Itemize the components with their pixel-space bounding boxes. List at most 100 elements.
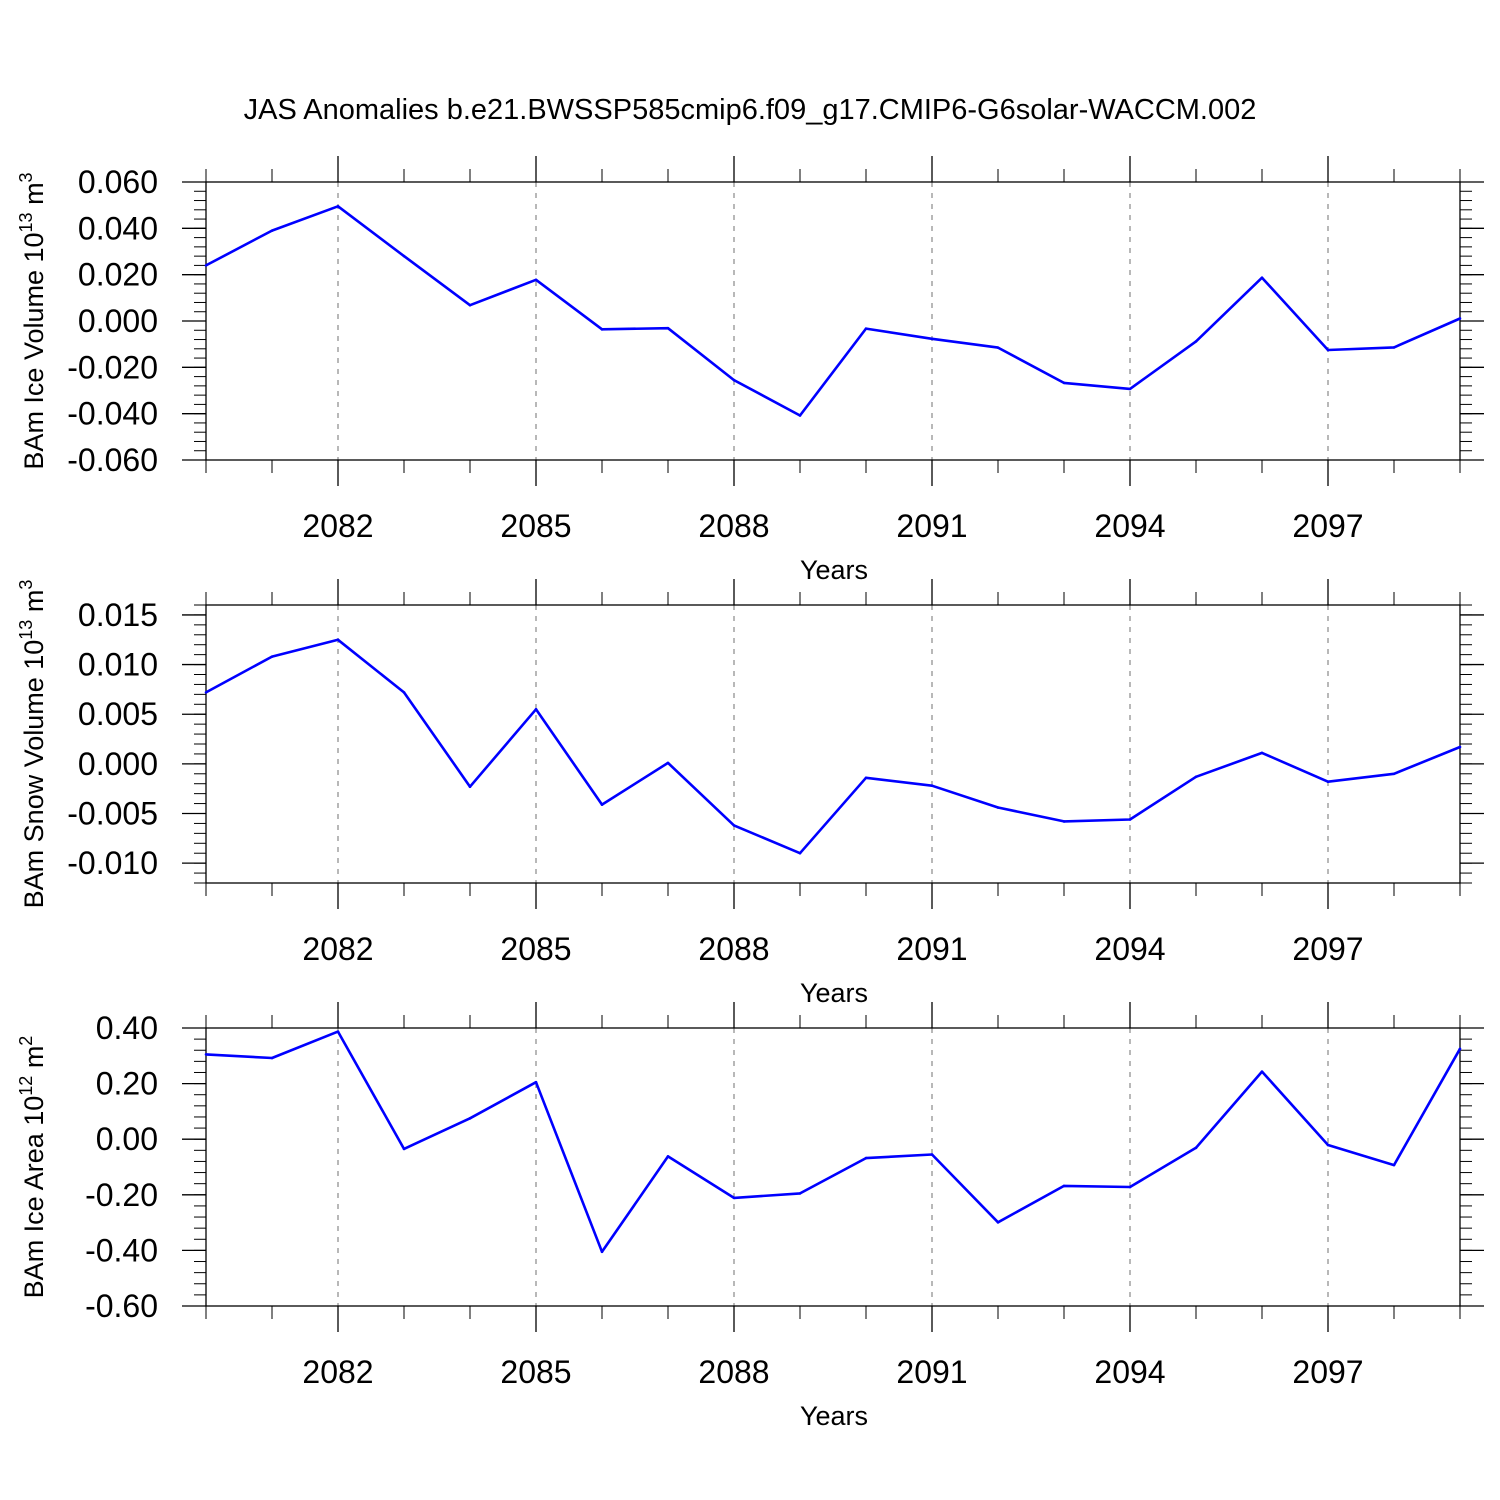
data-point: [732, 824, 736, 827]
data-point: [1194, 340, 1198, 343]
x-axis-label: Years: [800, 555, 868, 585]
y-tick-label: 0.00: [96, 1121, 158, 1157]
y-axis-label-part: m: [19, 182, 49, 212]
y-axis-label-exponent: 3: [16, 172, 36, 182]
y-tick-label: 0.000: [78, 303, 158, 339]
x-tick-label: 2097: [1292, 931, 1363, 967]
plot-frame: [205, 1027, 1461, 1307]
data-point: [1260, 1070, 1264, 1073]
panel-1: 2082 2085 2088 2091 2094 2097 0.060 0.040 0.020 0…: [16, 156, 1484, 585]
data-point: [336, 1030, 340, 1033]
data-point: [1062, 381, 1066, 385]
data-point: [402, 691, 406, 694]
x-tick-label: 2088: [698, 931, 769, 967]
x-tick-label: 2091: [896, 508, 967, 544]
series-line: [205, 1030, 1462, 1254]
data-point: [1458, 317, 1462, 320]
y-axis-label-part: m: [19, 590, 49, 620]
data-point: [864, 776, 868, 780]
y-tick-label: -0.20: [85, 1177, 158, 1213]
data-point: [1062, 820, 1066, 823]
data-point: [600, 328, 604, 331]
x-tick-label: 2085: [500, 508, 571, 544]
data-point: [996, 346, 1000, 349]
y-tick-label: 0.020: [78, 257, 158, 293]
data-point: [204, 1053, 208, 1056]
y-tick-label: 0.060: [78, 164, 158, 200]
y-tick-label: 0.40: [96, 1010, 158, 1046]
data-point: [798, 414, 802, 417]
y-axis-label-exponent: 13: [16, 620, 36, 640]
data-point: [534, 278, 538, 282]
y-tick-label: 0.015: [78, 597, 158, 633]
data-point: [1326, 348, 1330, 352]
data-point: [864, 1156, 868, 1160]
data-point: [930, 1153, 934, 1156]
x-tick-label: 2085: [500, 931, 571, 967]
data-point: [996, 1221, 1000, 1224]
y-axis-label: BAm Ice Volume 1013 m3: [16, 172, 49, 469]
data-point: [600, 1250, 604, 1254]
y-axis-label-part: BAm Ice Area 10: [19, 1096, 49, 1299]
y-axis-label: BAm Ice Area 1012 m2: [16, 1036, 49, 1299]
y-tick-label: -0.60: [85, 1288, 158, 1324]
x-axis-label: Years: [800, 1401, 868, 1431]
y-axis-label-exponent: 12: [16, 1076, 36, 1096]
data-point: [666, 326, 670, 330]
y-axis-label-part: BAm Ice Volume 10: [19, 232, 49, 469]
y-tick-label: -0.060: [67, 442, 158, 478]
data-point: [1128, 387, 1132, 391]
x-tick-label: 2094: [1094, 1354, 1165, 1390]
data-point: [1128, 818, 1132, 821]
panels: 2082 2085 2088 2091 2094 2097 0.060 0.040 0.020 0…: [16, 156, 1484, 1431]
data-point: [336, 638, 340, 642]
x-tick-label: 2088: [698, 508, 769, 544]
x-tick-label: 2094: [1094, 508, 1165, 544]
data-point: [1326, 1143, 1330, 1147]
data-point: [270, 1056, 274, 1060]
y-tick-label: 0.005: [78, 696, 158, 732]
data-point: [1326, 780, 1330, 784]
y-tick-label: 0.20: [96, 1066, 158, 1102]
data-point: [1392, 346, 1396, 349]
x-tick-label: 2091: [896, 931, 967, 967]
data-point: [1260, 751, 1264, 755]
data-point: [864, 327, 868, 330]
x-tick-label: 2082: [302, 1354, 373, 1390]
data-point: [468, 1117, 472, 1120]
data-point: [270, 229, 274, 232]
data-point: [1194, 775, 1198, 779]
y-axis-label-exponent: 2: [16, 1036, 36, 1046]
x-tick-label: 2082: [302, 508, 373, 544]
data-point: [1128, 1185, 1132, 1189]
data-point: [534, 707, 538, 711]
x-tick-label: 2091: [896, 1354, 967, 1390]
panel-2: 2082 2085 2088 2091 2094 2097 0.015 0.010 0.005 0…: [16, 579, 1484, 1008]
plot-frame: [205, 604, 1461, 884]
y-axis-label-exponent: 3: [16, 580, 36, 590]
data-point: [798, 851, 802, 855]
data-point: [1458, 745, 1462, 749]
data-point: [468, 303, 472, 307]
data-point: [1062, 1184, 1066, 1188]
panel-3: 2082 2085 2088 2091 2094 2097 0.40 0.20 0.00 -0.2…: [16, 1002, 1484, 1431]
y-axis-label-part: BAm Snow Volume 10: [19, 640, 49, 909]
data-point: [402, 254, 406, 258]
series-line: [205, 638, 1461, 855]
data-point: [930, 784, 934, 787]
data-point: [1458, 1047, 1462, 1051]
data-point: [600, 803, 604, 806]
y-axis-label-exponent: 13: [16, 212, 36, 232]
y-tick-label: 0.010: [78, 647, 158, 683]
data-point: [534, 1080, 538, 1084]
y-tick-label: -0.005: [67, 796, 158, 832]
data-point: [666, 761, 670, 765]
data-point: [1392, 772, 1396, 776]
y-axis-label: BAm Snow Volume 1013 m3: [16, 580, 49, 909]
data-point: [336, 205, 340, 208]
y-tick-label: -0.40: [85, 1232, 158, 1268]
x-tick-label: 2082: [302, 931, 373, 967]
data-point: [732, 378, 736, 382]
y-tick-label: -0.010: [67, 845, 158, 881]
